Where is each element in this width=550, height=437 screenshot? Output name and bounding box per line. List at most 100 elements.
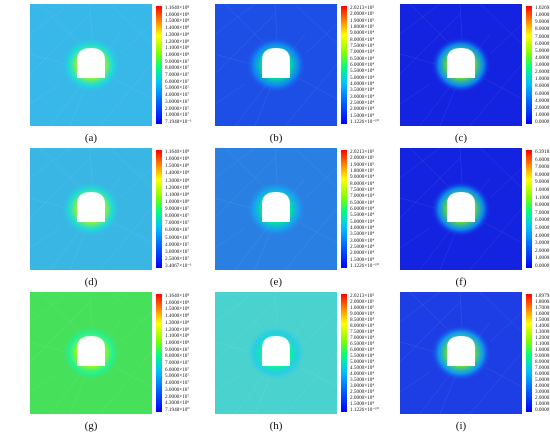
- colorbar-tick-label: 8.0000×10⁻¹: [535, 359, 550, 365]
- colorbar-ticks: 6.3918×10⁻¹6.0000×10⁻¹7.0000×10⁻²8.0000×…: [535, 148, 550, 270]
- colorbar-ticks: 1.1640×10⁸ 1.6000×10⁸ 1.5000×10⁸ 1.4000×10⁸…: [165, 4, 213, 126]
- contour-plot: [400, 4, 522, 126]
- tunnel-opening: [262, 336, 290, 366]
- colorbar-tick-label: 6.0000×10⁴: [350, 347, 375, 353]
- colorbar-tick-label: 3.0000×10⁴: [350, 383, 375, 389]
- colorbar-tick-label: 9.0000×10⁴: [350, 30, 375, 37]
- colorbar-ticks: 2.0213×10⁵ 2.0000×10⁵ 1.9000×10⁵ 1.8000×10⁵…: [350, 4, 398, 126]
- colorbar-tick-label: 5.0000×10⁷: [165, 85, 190, 92]
- colorbar-tick-label: 1.1000×10⁰: [535, 341, 550, 347]
- colorbar-tick-label: 4.0000×10⁻³: [535, 97, 550, 104]
- colorbar-tick-label: 1.0000×10⁻¹: [535, 401, 550, 407]
- colorbar-tick-label: 7.0000×10⁻²: [535, 209, 550, 216]
- colorbar-tick-label: 1.4000×10⁰: [535, 323, 550, 329]
- tunnel-opening: [262, 192, 290, 222]
- colorbar-tick-label: 2.0000×10⁵: [350, 11, 375, 18]
- colorbar-tick-label: 2.0000×10⁴: [350, 250, 375, 257]
- colorbar-tick-label: 1.4000×10⁸: [165, 170, 190, 177]
- colorbar-tick-label: 7.0000×10⁻¹: [535, 365, 550, 371]
- colorbar-tick-label: 4.5000×10⁴: [350, 365, 375, 371]
- colorbar-tick-label: 7.0000×10⁻²: [535, 33, 550, 40]
- colorbar: [156, 150, 162, 268]
- colorbar-ticks: 2.0213×10⁵ 2.0000×10⁵ 1.0000×10⁵ 9.0000×10⁴…: [350, 292, 398, 414]
- colorbar-tick-label: 1.3000×10⁰: [535, 329, 550, 335]
- colorbar-tick-label: 0.0000×10⁰: [535, 263, 550, 269]
- panel-label: (i): [455, 420, 467, 432]
- colorbar-tick-label: 6.0000×10⁻²: [535, 40, 550, 47]
- colorbar-tick-label: 5.0000×10⁴: [350, 218, 375, 225]
- colorbar-tick-label: 9.0000×10⁻²: [535, 179, 550, 186]
- contour-plot: [400, 148, 522, 270]
- colorbar-tick-label: 1.8000×10⁰: [535, 299, 550, 305]
- colorbar-tick-label: 1.0000×10⁰: [535, 347, 550, 353]
- colorbar-tick-label: 1.1226×10⁻¹⁰: [350, 119, 379, 125]
- colorbar-tick-label: 2.0000×10⁴: [350, 395, 375, 401]
- colorbar-tick-label: 2.0000×10⁵: [350, 155, 375, 162]
- colorbar-tick-label: 1.1000×10⁸: [165, 333, 190, 340]
- colorbar-tick-label: 3.5000×10⁴: [350, 231, 375, 238]
- colorbar-tick-label: 0.0000×10⁰: [535, 119, 550, 125]
- colorbar-tick-label: 1.8979×10⁰: [535, 293, 550, 299]
- colorbar-tick-label: 9.0000×10⁷: [165, 206, 190, 212]
- contour-plot: [215, 4, 337, 126]
- colorbar-tick-label: 1.8000×10⁵: [350, 24, 375, 30]
- tunnel-opening: [447, 336, 475, 366]
- colorbar-tick-label: 9.0000×10⁴: [350, 174, 375, 181]
- colorbar-tick-label: 1.9000×10⁵: [350, 17, 375, 24]
- colorbar-tick-label: 2.5000×10⁴: [350, 389, 375, 395]
- tunnel-opening: [447, 48, 475, 78]
- tunnel-opening: [77, 336, 105, 366]
- colorbar-tick-label: 1.1640×10⁸: [165, 149, 190, 155]
- colorbar-tick-label: 8.0000×10⁴: [350, 180, 375, 187]
- panel-a: 1.1640×10⁸ 1.6000×10⁸ 1.5000×10⁸ 1.4000×10⁸…: [30, 4, 213, 149]
- colorbar-tick-label: 7.5000×10⁴: [350, 329, 375, 335]
- colorbar-tick-label: 2.0000×10⁷: [165, 393, 190, 400]
- colorbar-tick-label: 9.0000×10⁻²: [535, 19, 550, 26]
- colorbar-tick-label: 5.0000×10⁻¹: [535, 377, 550, 383]
- colorbar-tick-label: 2.0000×10⁵: [350, 299, 375, 305]
- colorbar-tick-label: 4.0000×10⁴: [350, 225, 375, 231]
- colorbar-tick-label: 9.0000×10⁻¹: [535, 353, 550, 359]
- colorbar-tick-label: 1.0000×10⁻¹: [535, 187, 550, 193]
- colorbar-tick-label: 6.0000×10⁴: [350, 62, 375, 68]
- colorbar: [526, 6, 532, 124]
- colorbar-tick-label: 4.3000×10⁶: [165, 400, 190, 407]
- colorbar-tick-label: 1.9000×10⁵: [350, 161, 375, 168]
- contour-plot: [215, 148, 337, 270]
- colorbar-tick-label: 1.0000×10⁵: [350, 305, 375, 311]
- colorbar-tick-label: 5.0000×10⁴: [350, 359, 375, 365]
- colorbar-tick-label: 6.0000×10⁴: [350, 206, 375, 212]
- colorbar-tick-label: 7.1948×10⁻¹: [165, 119, 192, 125]
- colorbar-tick-label: 1.2000×10⁸: [165, 184, 190, 191]
- colorbar-tick-label: 1.0000×10⁸: [165, 51, 190, 58]
- colorbar-tick-label: 1.6000×10⁰: [535, 311, 550, 317]
- colorbar-tick-label: 9.0000×10⁴: [350, 311, 375, 317]
- colorbar-tick-label: 6.0000×10⁷: [165, 227, 190, 234]
- panel-label: (h): [269, 420, 283, 432]
- colorbar-tick-label: 5.5000×10⁴: [350, 353, 375, 359]
- colorbar-tick-label: 1.0000×10⁻²: [535, 76, 550, 83]
- colorbar-tick-label: 1.1000×10⁻¹: [535, 194, 550, 201]
- colorbar-tick-label: 3.0000×10⁷: [165, 386, 190, 393]
- colorbar-tick-label: 7.1948×10⁰: [165, 407, 190, 413]
- colorbar-tick-label: 1.5000×10⁸: [165, 306, 190, 313]
- colorbar-tick-label: 1.0269×10⁻¹: [535, 5, 550, 11]
- panel-h: 2.0213×10⁵ 2.0000×10⁵ 1.0000×10⁵ 9.0000×10⁴…: [215, 292, 398, 437]
- colorbar-tick-label: 1.1226×10⁻¹⁰: [350, 263, 379, 269]
- colorbar-tick-label: 2.5000×10⁴: [350, 244, 375, 250]
- colorbar-tick-label: 8.0000×10⁴: [350, 36, 375, 43]
- colorbar-tick-label: 1.2000×10⁸: [165, 38, 190, 45]
- colorbar-tick-label: 6.0000×10⁻¹: [535, 371, 550, 377]
- panel-label: (d): [84, 276, 98, 288]
- colorbar-tick-label: 3.0000×10⁷: [165, 248, 190, 255]
- colorbar-tick-label: 9.0000×10⁷: [165, 58, 190, 65]
- colorbar-tick-label: 3.0000×10⁻¹: [535, 389, 550, 395]
- colorbar-tick-label: 7.0000×10⁻²: [535, 164, 550, 171]
- colorbar-tick-label: 2.0000×10⁷: [165, 105, 190, 112]
- colorbar-tick-label: 8.0000×10⁻²: [535, 202, 550, 209]
- colorbar-tick-label: 6.0000×10⁷: [165, 78, 190, 85]
- colorbar-tick-label: 1.0000×10⁻¹: [535, 12, 550, 19]
- colorbar-tick-label: 2.0000×10⁻³: [535, 104, 550, 111]
- colorbar-tick-label: 1.5000×10⁴: [350, 401, 375, 407]
- colorbar-tick-label: 1.5000×10⁴: [350, 112, 375, 119]
